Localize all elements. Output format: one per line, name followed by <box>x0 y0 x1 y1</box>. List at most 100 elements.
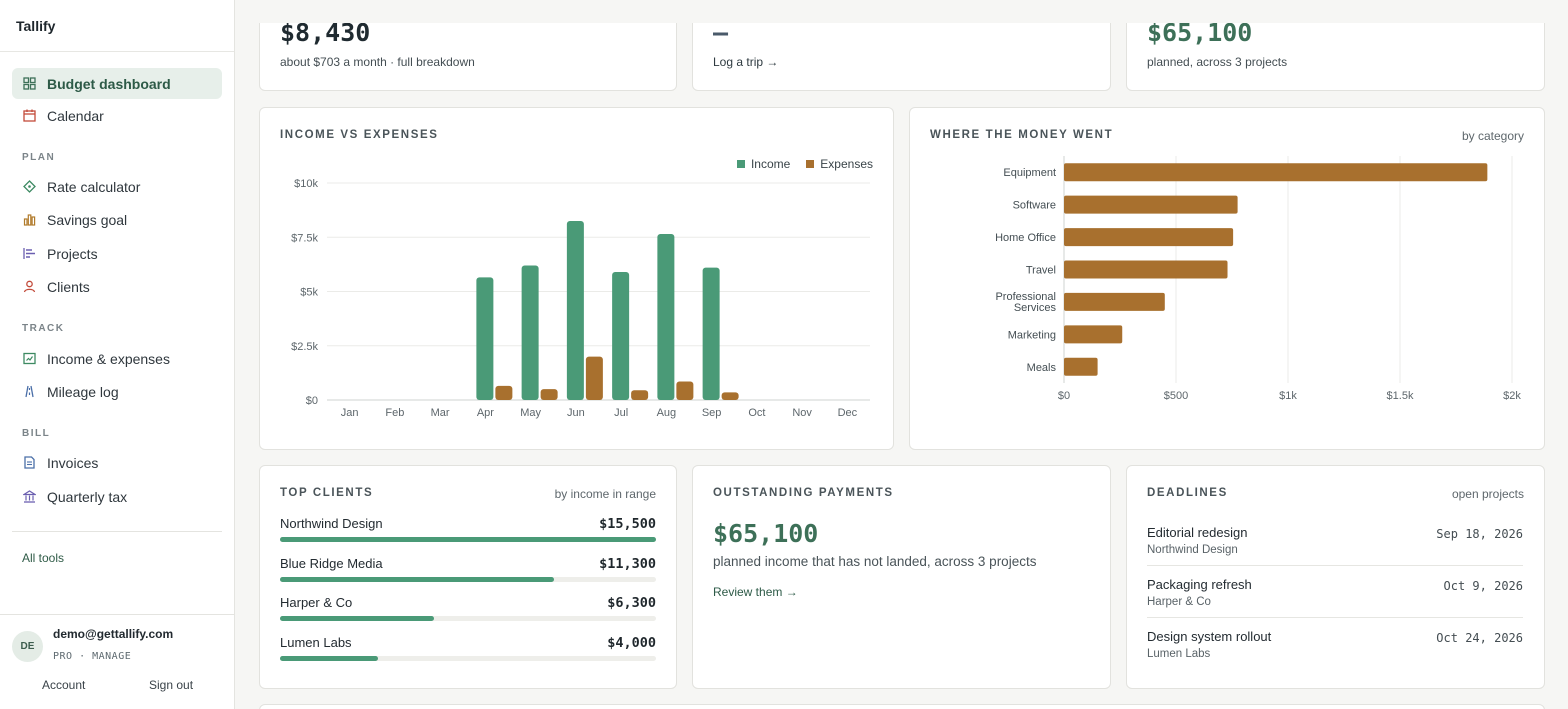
nav-label: Budget dashboard <box>47 75 171 92</box>
card-meta: by income in range <box>554 487 656 501</box>
nav-calendar[interactable]: Calendar <box>12 100 222 131</box>
expense-bar <box>721 392 739 400</box>
y-tick-label: Professional <box>995 291 1056 303</box>
legend-income[interactable]: Income <box>736 157 790 171</box>
deadline-client: Harper & Co <box>1147 596 1211 608</box>
nav-label: Quarterly tax <box>47 488 128 505</box>
outstanding-payments-card: OUTSTANDING PAYMENTS $65,100 planned inc… <box>692 465 1111 689</box>
nav-budget-dashboard[interactable]: Budget dashboard <box>12 68 222 99</box>
x-tick-label: $0 <box>1058 390 1070 402</box>
header-strip <box>236 0 1568 23</box>
income-expenses-card: INCOME VS EXPENSES Income Expenses $0 $2.… <box>259 107 894 450</box>
x-tick-label: $2k <box>1503 390 1521 402</box>
chart-legend: Income Expenses <box>736 157 873 171</box>
nav-income-expenses[interactable]: Income & expenses <box>12 343 222 374</box>
client-share-track <box>280 655 656 661</box>
card-title: WHERE THE MONEY WENT <box>930 129 1114 141</box>
income-bar <box>521 265 539 400</box>
client-share-track <box>280 576 656 582</box>
x-tick-label: Aug <box>657 407 677 419</box>
nav-label: Calendar <box>47 107 104 124</box>
x-tick-label: Nov <box>792 407 812 419</box>
category-bar <box>1064 292 1165 311</box>
y-tick-label: Travel <box>1026 265 1056 277</box>
deadline-date: Sep 18, 2026 <box>1436 527 1523 541</box>
y-tick-label: $5k <box>300 287 318 299</box>
nav-clients[interactable]: Clients <box>12 271 222 302</box>
outstanding-value: $65,100 <box>713 519 819 548</box>
deadline-date: Oct 24, 2026 <box>1436 631 1523 645</box>
top-clients-card: TOP CLIENTS by income in range Northwind… <box>259 465 677 689</box>
expense-bar <box>540 389 558 400</box>
account-link[interactable]: Account <box>42 678 86 692</box>
app-logo[interactable]: Tallify <box>16 18 56 34</box>
x-tick-label: Jun <box>567 407 585 419</box>
log-trip-link[interactable]: Log a trip → <box>713 55 779 69</box>
card-title: INCOME VS EXPENSES <box>280 129 439 141</box>
nav-savings-goal[interactable]: Savings goal <box>12 204 222 235</box>
divider <box>12 531 222 532</box>
legend-swatch <box>806 160 815 168</box>
x-tick-label: $1k <box>1279 390 1297 402</box>
review-link[interactable]: Review them → <box>713 585 798 599</box>
sign-out-link[interactable]: Sign out <box>149 678 194 692</box>
client-amount: $6,300 <box>607 595 656 611</box>
client-name: Lumen Labs <box>280 634 352 650</box>
nav-projects[interactable]: Projects <box>12 238 222 269</box>
grid-icon <box>23 77 36 90</box>
card-title: DEADLINES <box>1147 487 1228 499</box>
category-bar <box>1064 228 1234 247</box>
all-tools-link[interactable]: All tools <box>22 551 65 565</box>
outstanding-subtext: planned income that has not landed, acro… <box>713 554 1037 569</box>
nav-label: Income & expenses <box>47 350 170 367</box>
nav-label: Savings goal <box>47 211 128 228</box>
y-tick-label: Services <box>1014 302 1057 314</box>
section-label-track: TRACK <box>22 323 65 334</box>
category-bar <box>1064 163 1488 182</box>
diamond-icon <box>23 180 36 193</box>
deadline-date: Oct 9, 2026 <box>1443 579 1523 593</box>
client-name: Harper & Co <box>280 595 353 610</box>
y-tick-label: Equipment <box>1003 167 1056 179</box>
x-tick-label: $1.5k <box>1387 390 1414 402</box>
nav-quarterly-tax[interactable]: Quarterly tax <box>12 481 222 512</box>
client-share-track <box>280 616 656 621</box>
avatar[interactable]: DE <box>12 631 43 662</box>
income-expenses-chart: $0 $2.5k $5k $7.5k $10k Jan Feb Mar Apr May Jun Jul… <box>291 178 870 419</box>
bar-chart-icon <box>23 213 36 226</box>
client-share-bar <box>280 576 555 582</box>
summary-subtext[interactable]: about $703 a month · full breakdown <box>280 55 475 69</box>
y-tick-label: Home Office <box>995 232 1056 244</box>
legend-expenses[interactable]: Expenses <box>806 157 873 171</box>
summary-value: — <box>713 18 729 47</box>
legend-swatch <box>736 160 745 168</box>
category-bar <box>1064 357 1098 376</box>
nav-invoices[interactable]: Invoices <box>12 447 222 478</box>
summary-subtext: planned, across 3 projects <box>1147 55 1288 69</box>
divider <box>1147 617 1523 618</box>
bank-icon <box>23 490 36 503</box>
x-tick-label: Apr <box>477 407 494 419</box>
expense-bar <box>631 390 649 400</box>
nav-label: Invoices <box>47 454 99 471</box>
nav-mileage-log[interactable]: Mileage log <box>12 376 222 407</box>
user-email: demo@gettallify.com <box>53 627 174 641</box>
nav-rate-calculator[interactable]: Rate calculator <box>12 171 222 202</box>
category-bar <box>1064 325 1123 344</box>
sidebar: Tallify Budget dashboard Calendar PLAN R… <box>0 0 235 709</box>
next-card <box>259 704 1545 709</box>
client-name: Blue Ridge Media <box>280 555 383 571</box>
expense-bar <box>495 385 513 400</box>
income-bar <box>657 233 675 400</box>
y-tick-label: $7.5k <box>291 232 318 244</box>
category-bar <box>1064 195 1238 214</box>
x-tick-label: Sep <box>702 407 722 419</box>
card-title: TOP CLIENTS <box>280 487 374 499</box>
deadlines-card: DEADLINES open projects Editorial redesi… <box>1126 465 1545 689</box>
nav-label: Projects <box>47 245 98 262</box>
client-amount: $11,300 <box>599 555 656 572</box>
divider <box>0 51 234 52</box>
plan-manage-link[interactable]: PRO · MANAGE <box>53 651 132 662</box>
x-tick-label: Jul <box>614 407 628 419</box>
legend-label: Expenses <box>820 157 873 171</box>
